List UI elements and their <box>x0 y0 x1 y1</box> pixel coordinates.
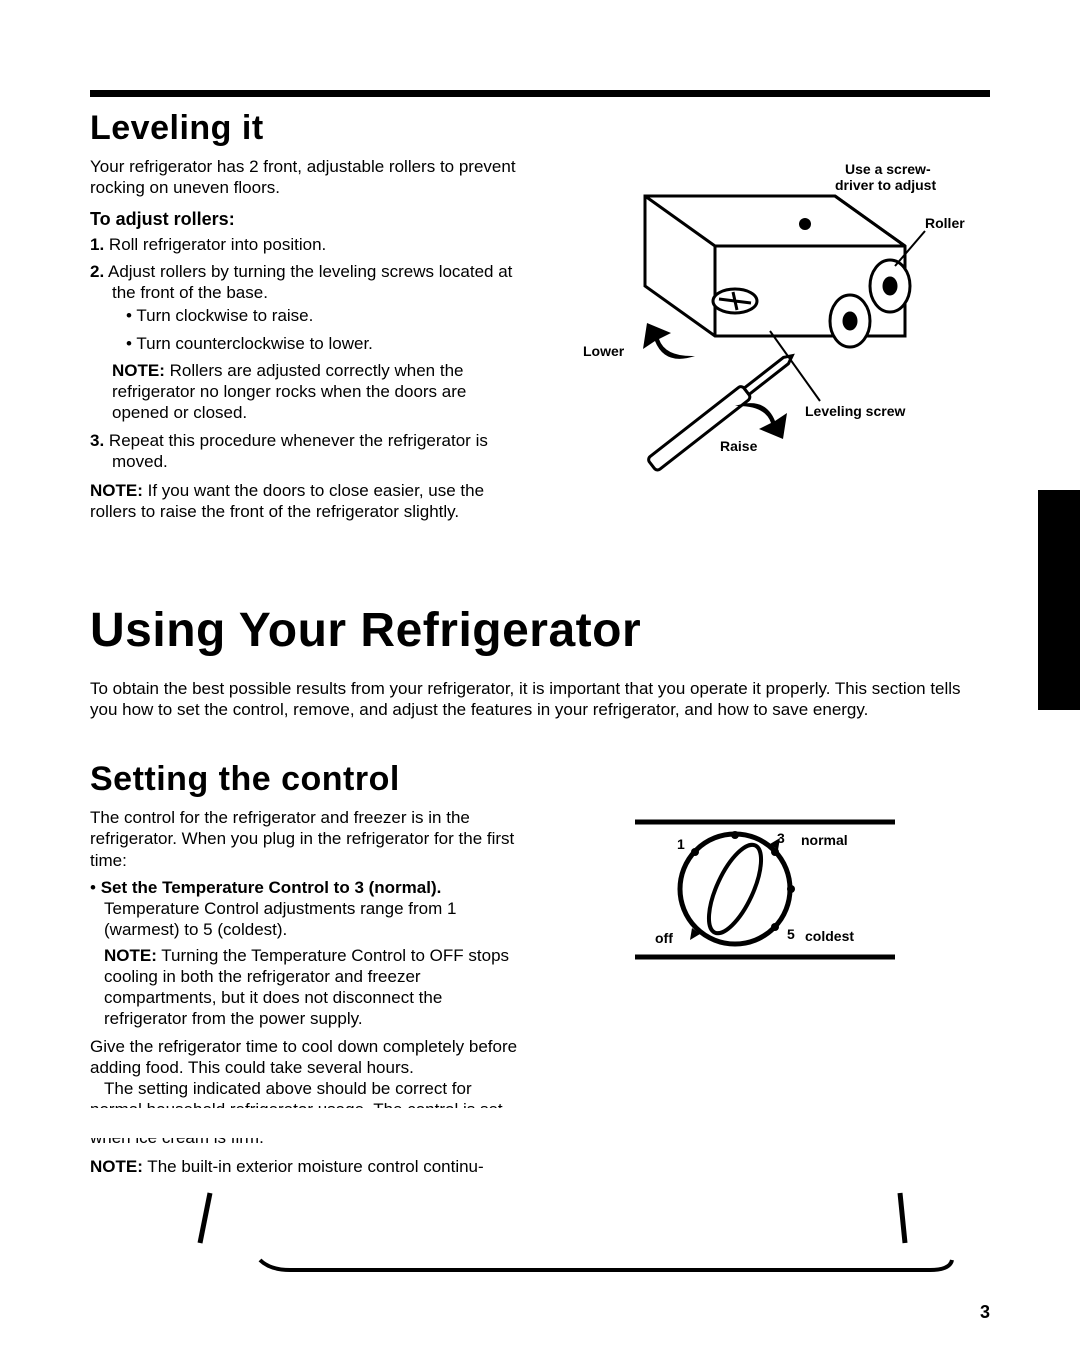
heading-using: Using Your Refrigerator <box>90 603 990 658</box>
setting-frag-top-clip: normal household refrigerator usage. The… <box>90 1099 520 1108</box>
leveling-final-note-label: NOTE: <box>90 481 143 500</box>
gap <box>90 1108 520 1138</box>
leveling-left: Your refrigerator has 2 front, adjustabl… <box>90 156 520 523</box>
step-2-bullets: Turn clockwise to raise. Turn counterclo… <box>112 305 520 354</box>
step-3-num: 3. <box>90 431 104 450</box>
label-raise: Raise <box>720 438 758 454</box>
black-thumb-tab <box>1038 490 1080 710</box>
step-2-num: 2. <box>90 262 104 281</box>
leveling-right: Use a screw- driver to adjust Roller Low… <box>560 156 990 523</box>
setting-bullet-rest: Temperature Control adjustments range fr… <box>104 898 520 941</box>
top-rule <box>90 90 990 97</box>
leveling-two-col: Your refrigerator has 2 front, adjustabl… <box>90 156 990 523</box>
using-intro: To obtain the best possible results from… <box>90 678 990 721</box>
dial-label-off: off <box>655 930 673 946</box>
setting-note2-label: NOTE: <box>90 1157 143 1176</box>
setting-bullet: • Set the Temperature Control to 3 (norm… <box>90 877 520 1030</box>
step-3-text: Repeat this procedure whenever the refri… <box>109 431 488 471</box>
step-3: 3. Repeat this procedure whenever the re… <box>90 430 520 473</box>
setting-left: The control for the refrigerator and fre… <box>90 807 520 1178</box>
label-lower: Lower <box>583 343 625 359</box>
label-screwdriver-2: driver to adjust <box>835 177 936 193</box>
step-2: 2. Adjust rollers by turning the levelin… <box>90 261 520 424</box>
dial-tick-1: 1 <box>677 836 685 852</box>
bottom-artifact <box>90 1188 990 1278</box>
dial-tick-3: 3 <box>777 830 785 846</box>
page-number: 3 <box>980 1302 990 1323</box>
leveling-final-note-text: If you want the doors to close easier, u… <box>90 481 484 521</box>
steps-list: 1. Roll refrigerator into position. 2. A… <box>90 234 520 473</box>
setting-note-label: NOTE: <box>104 946 157 965</box>
label-screwdriver-1: Use a screw- <box>845 161 931 177</box>
bullet-cw: Turn clockwise to raise. <box>126 305 520 326</box>
step-2-text: Adjust rollers by turning the leveling s… <box>108 262 512 302</box>
setting-two-col: The control for the refrigerator and fre… <box>90 807 990 1178</box>
bullet-ccw: Turn counterclockwise to lower. <box>126 333 520 354</box>
heading-setting: Setting the control <box>90 760 990 799</box>
step-2-note-label: NOTE: <box>112 361 165 380</box>
setting-frag-bottom-clip: when ice cream is firm. <box>90 1138 520 1148</box>
setting-partial: The setting indicated above should be co… <box>90 1078 520 1099</box>
setting-bullet-bold: Set the Temperature Control to 3 (normal… <box>101 878 442 897</box>
leveling-intro: Your refrigerator has 2 front, adjustabl… <box>90 156 520 199</box>
setting-frag-bottom: when ice cream is firm. <box>90 1138 264 1148</box>
step-2-note-text: Rollers are adjusted correctly when the … <box>112 361 466 423</box>
roller-diagram: Use a screw- driver to adjust Roller Low… <box>575 156 975 496</box>
dial-label-normal: normal <box>801 832 848 848</box>
setting-frag-top: normal household refrigerator usage. The… <box>90 1099 520 1108</box>
setting-note2-text: The built-in exterior moisture control c… <box>143 1157 484 1176</box>
label-leveling-screw: Leveling screw <box>805 403 905 419</box>
step-1: 1. Roll refrigerator into position. <box>90 234 520 255</box>
setting-cool: Give the refrigerator time to cool down … <box>90 1036 520 1079</box>
setting-intro: The control for the refrigerator and fre… <box>90 807 520 871</box>
leveling-final-note: NOTE: If you want the doors to close eas… <box>90 480 520 523</box>
dial-tick-5: 5 <box>787 926 795 942</box>
step-2-note: NOTE: Rollers are adjusted correctly whe… <box>112 360 520 424</box>
adjust-rollers-heading: To adjust rollers: <box>90 209 520 230</box>
label-roller: Roller <box>925 215 965 231</box>
temperature-dial-diagram: 1 3 5 normal off coldest <box>615 807 935 1007</box>
setting-note-text: Turning the Temperature Control to OFF s… <box>104 946 509 1029</box>
heading-leveling: Leveling it <box>90 109 990 148</box>
setting-note2: NOTE: The built-in exterior moisture con… <box>90 1156 520 1177</box>
step-1-num: 1. <box>90 235 104 254</box>
setting-note: NOTE: Turning the Temperature Control to… <box>104 945 520 1030</box>
step-1-text: Roll refrigerator into position. <box>109 235 326 254</box>
dial-label-coldest: coldest <box>805 928 854 944</box>
setting-right: 1 3 5 normal off coldest <box>560 807 990 1178</box>
